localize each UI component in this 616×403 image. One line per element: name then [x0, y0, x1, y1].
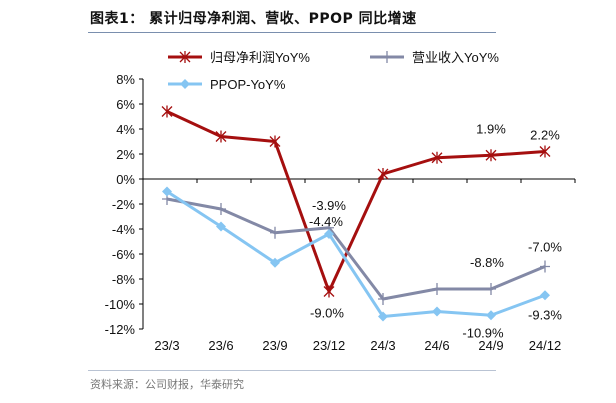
y-tick-label: 8%: [116, 72, 135, 87]
data-point-marker: [486, 310, 496, 321]
y-tick-label: -2%: [112, 197, 136, 212]
x-tick-label: 23/9: [262, 338, 287, 353]
data-point-marker: [323, 285, 335, 298]
y-tick-label: -4%: [112, 222, 136, 237]
data-label: -7.0%: [528, 240, 562, 255]
series-line-2: [166, 190, 546, 318]
x-tick-label: 23/3: [154, 338, 179, 353]
data-label: 2.2%: [530, 128, 560, 143]
x-tick-label: 24/9: [478, 338, 503, 353]
source-note: 资料来源：公司财报，华泰研究: [90, 378, 244, 391]
data-label: -9.3%: [528, 307, 562, 322]
x-tick-label: 24/3: [370, 338, 395, 353]
data-point-marker: [270, 226, 280, 239]
title-divider: [88, 32, 496, 33]
y-tick-label: 0%: [116, 172, 135, 187]
data-label: -4.4%: [309, 214, 343, 229]
data-point-marker: [378, 293, 388, 305]
y-tick-label: -10%: [105, 297, 136, 312]
data-point-marker: [540, 260, 550, 273]
data-point-marker: [540, 290, 550, 301]
y-tick-label: -12%: [105, 322, 136, 337]
x-tick-label: 24/6: [424, 338, 449, 353]
data-label: -10.9%: [462, 325, 504, 340]
y-tick-label: 6%: [116, 97, 135, 112]
data-point-marker: [216, 203, 226, 215]
y-tick-label: 2%: [116, 147, 135, 162]
y-tick-label: 4%: [116, 122, 135, 137]
x-tick-label: 24/12: [529, 338, 562, 353]
series-line-0: [166, 110, 546, 293]
data-point-marker: [486, 283, 496, 295]
y-tick-label: -6%: [112, 247, 136, 262]
legend-marker: [382, 51, 392, 63]
data-point-marker: [161, 105, 173, 118]
series-line-1: [166, 197, 546, 301]
data-point-marker: [162, 186, 172, 197]
data-point-marker: [324, 229, 334, 239]
x-tick-label: 23/12: [313, 338, 346, 353]
footer-divider: [88, 370, 496, 371]
data-point-marker: [269, 135, 281, 148]
data-point-marker: [431, 151, 443, 164]
data-point-marker: [270, 257, 280, 268]
data-label: 1.9%: [476, 121, 506, 136]
data-label: -9.0%: [310, 306, 344, 321]
data-point-marker: [216, 221, 226, 232]
x-tick-label: 23/6: [208, 338, 233, 353]
legend-label: PPOP-YoY%: [210, 77, 286, 92]
data-point-marker: [215, 130, 227, 143]
data-point-marker: [378, 311, 388, 322]
data-point-marker: [539, 145, 551, 158]
y-tick-label: -8%: [112, 272, 136, 287]
data-point-marker: [432, 283, 442, 295]
data-point-marker: [377, 168, 389, 180]
legend-marker: [180, 79, 190, 89]
chart-title: 图表1： 累计归母净利润、营收、PPOP 同比增速: [90, 11, 417, 27]
legend-label: 归母净利润YoY%: [210, 50, 310, 65]
legend-marker: [179, 51, 191, 63]
data-point-marker: [432, 306, 442, 317]
legend-label: 营业收入YoY%: [412, 50, 499, 65]
data-point-marker: [485, 149, 497, 162]
data-label: -8.8%: [470, 255, 504, 270]
data-label: -3.9%: [312, 198, 346, 213]
